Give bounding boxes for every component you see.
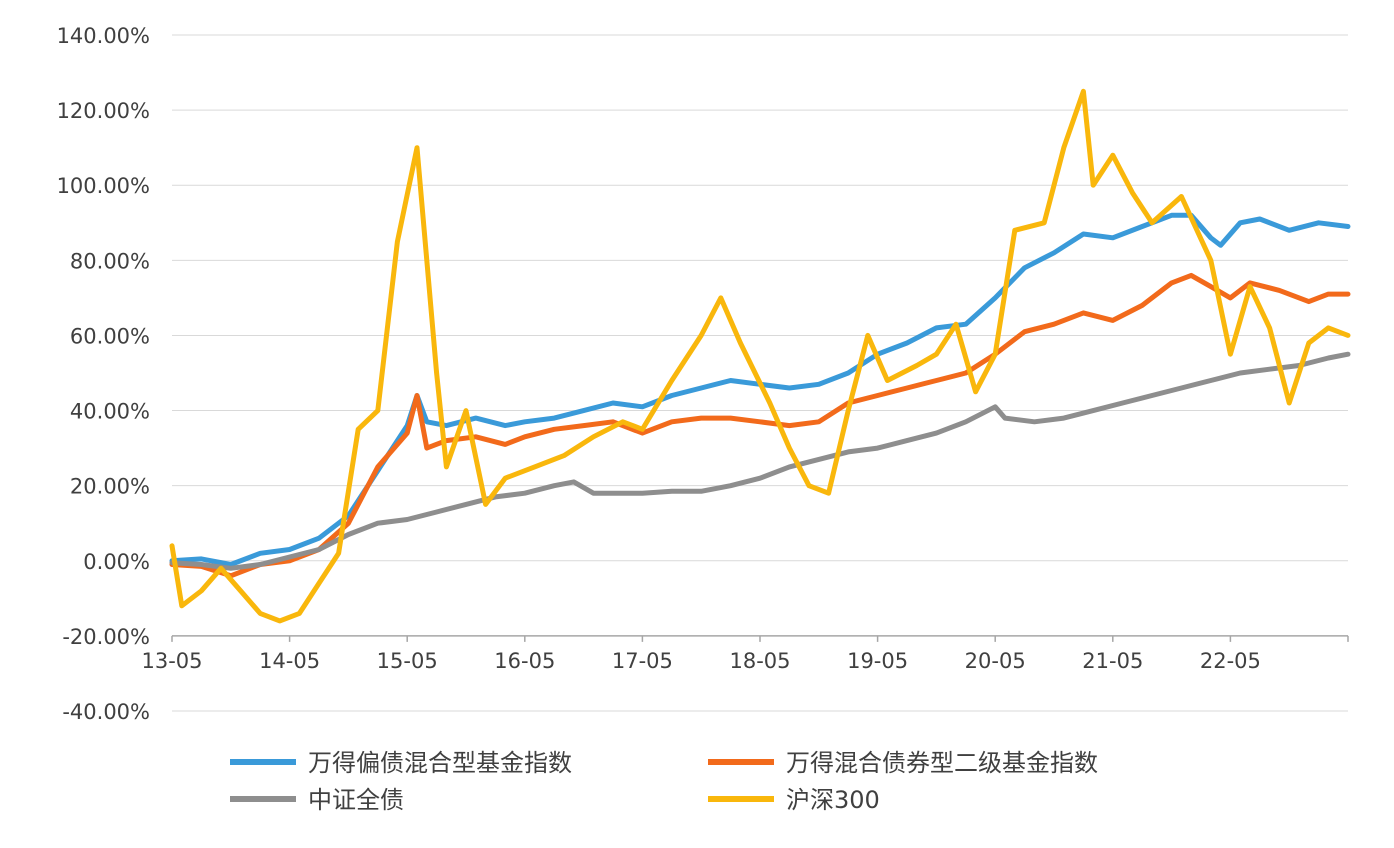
legend-label: 万得偏债混合型基金指数 — [308, 749, 572, 777]
x-axis: 13-05 14-05 15-05 16-05 17-05 18-05 19-05 20-05… — [141, 635, 1349, 673]
y-tick-label: 100.00% — [57, 174, 150, 198]
x-tick-label: 21-05 — [1082, 649, 1143, 673]
legend-label: 中证全债 — [308, 786, 404, 814]
series-line-4 — [169, 88, 1351, 624]
series-line-3 — [169, 351, 1351, 571]
x-tick-label: 16-05 — [494, 649, 555, 673]
y-tick-label: 40.00% — [70, 400, 150, 424]
x-tick-label: 18-05 — [729, 649, 790, 673]
y-tick-label: 60.00% — [70, 324, 150, 348]
x-tick-label: 13-05 — [141, 649, 202, 673]
y-tick-label: 120.00% — [57, 99, 150, 123]
y-tick-label: 140.00% — [57, 24, 150, 48]
legend-label: 沪深300 — [786, 786, 880, 814]
y-axis-tick-labels: 140.00% 120.00% 100.00% 80.00% 60.00% 40.00% 2… — [57, 24, 150, 724]
x-tick-label: 17-05 — [612, 649, 673, 673]
y-tick-label: 80.00% — [70, 249, 150, 273]
x-tick-label: 22-05 — [1200, 649, 1261, 673]
series-line-2 — [169, 272, 1351, 579]
x-tick-label: 20-05 — [965, 649, 1026, 673]
series-lines — [169, 88, 1351, 624]
x-tick-label: 19-05 — [847, 649, 908, 673]
legend-label: 万得混合债券型二级基金指数 — [786, 749, 1098, 777]
y-tick-label: -20.00% — [62, 625, 150, 649]
y-tick-label: 20.00% — [70, 475, 150, 499]
x-tick-label: 14-05 — [259, 649, 320, 673]
x-tick-label: 15-05 — [377, 649, 438, 673]
y-tick-label: 0.00% — [83, 550, 150, 574]
y-tick-label: -40.00% — [62, 700, 150, 724]
